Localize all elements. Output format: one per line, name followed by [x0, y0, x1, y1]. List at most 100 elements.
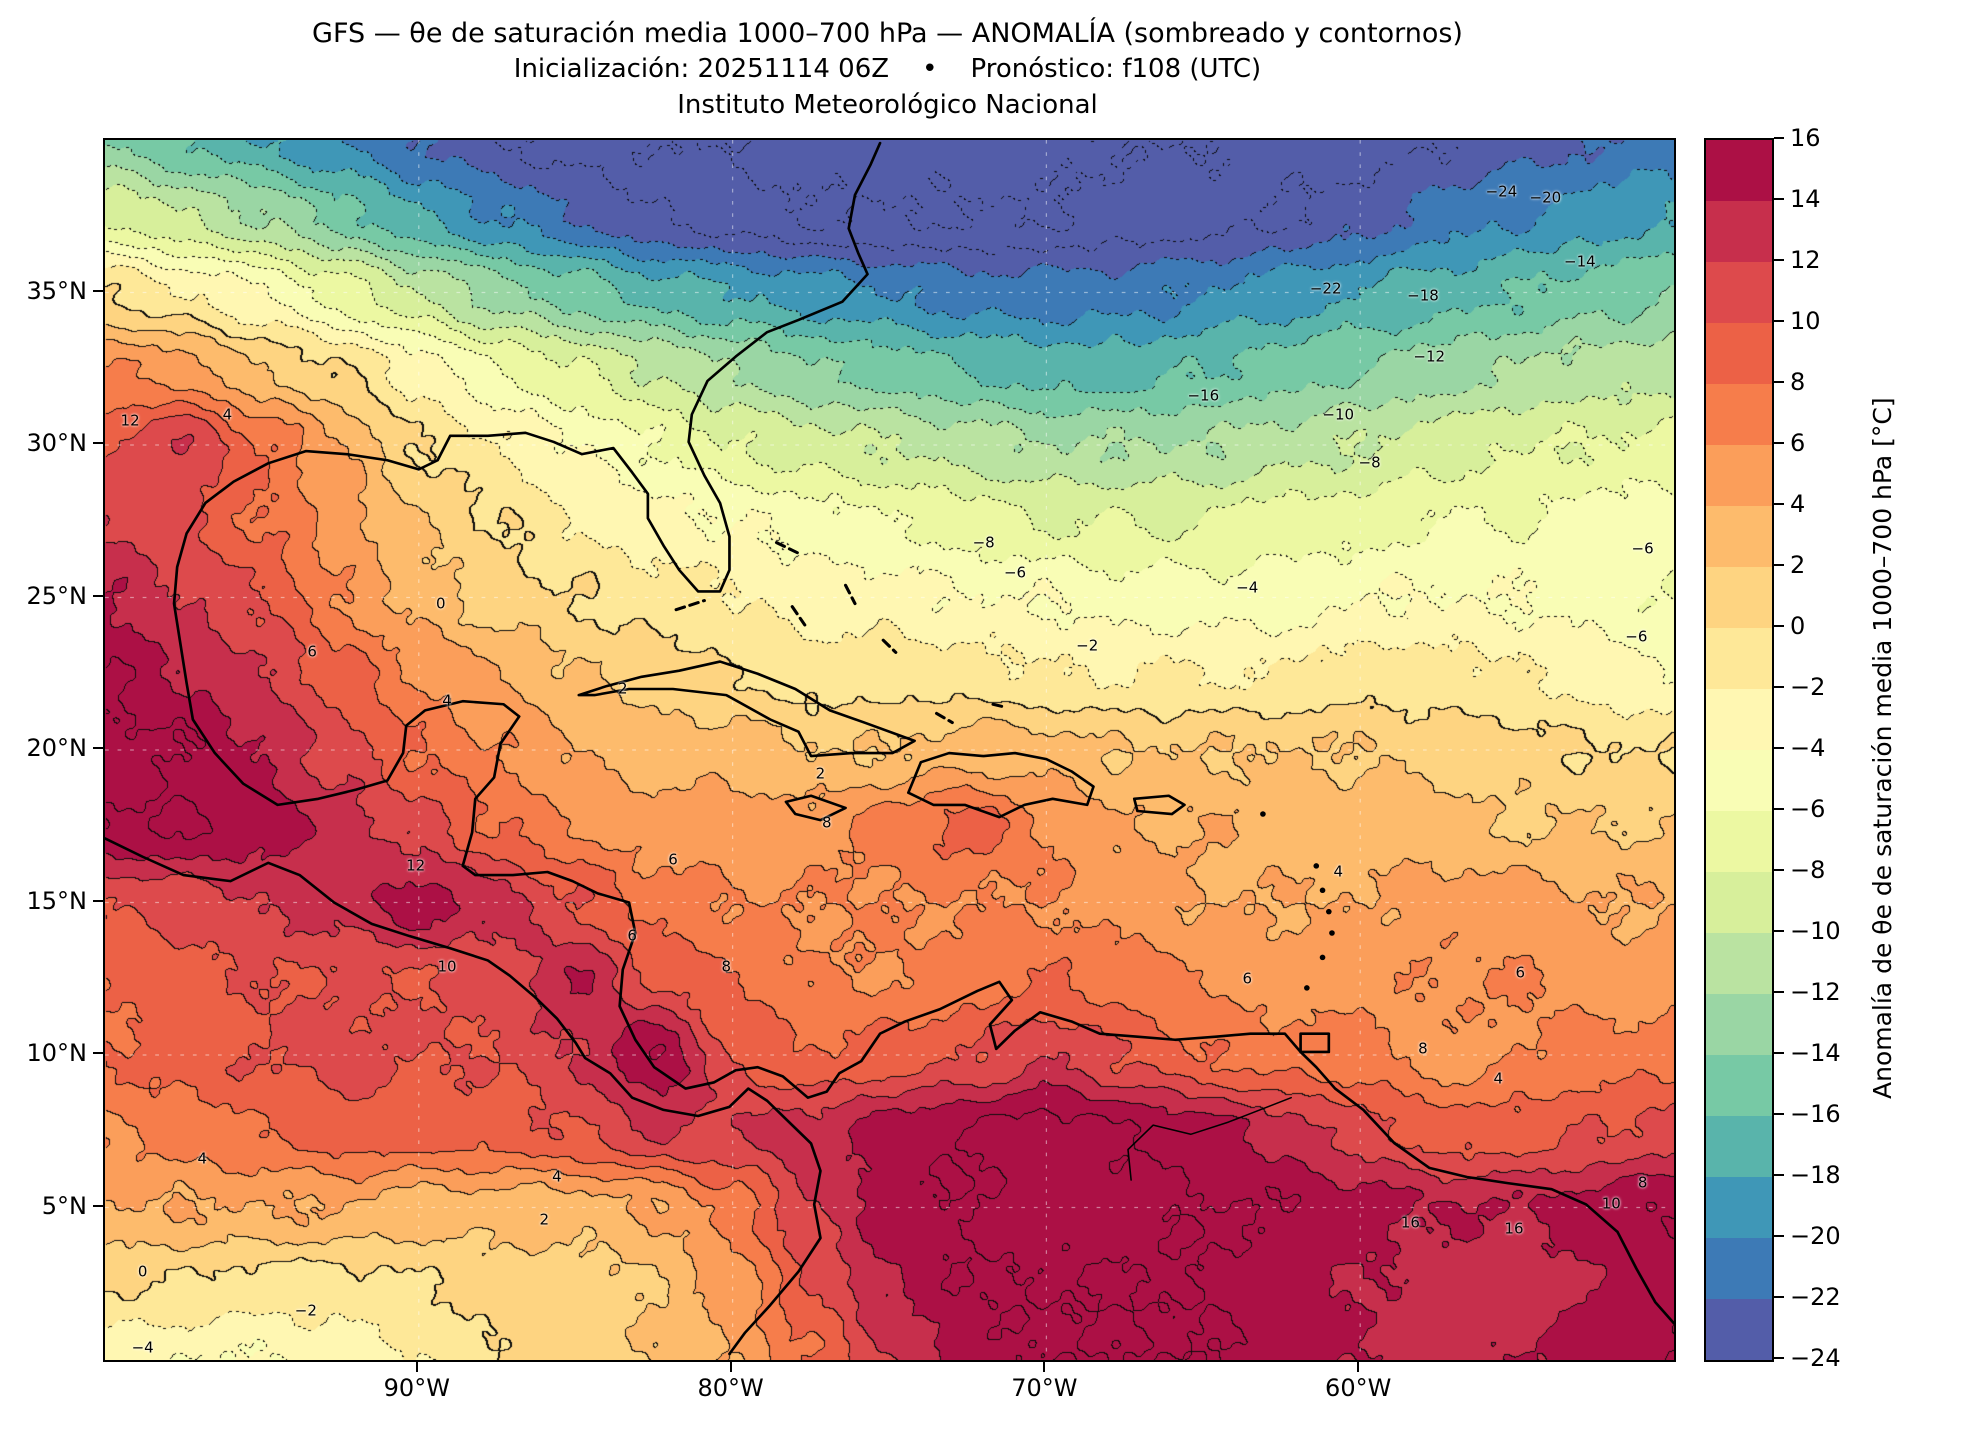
- colorbar-segment: [1706, 1177, 1772, 1238]
- contour-label: −14: [1564, 252, 1596, 271]
- colorbar-segment: [1706, 872, 1772, 933]
- contour-label: −18: [1407, 286, 1439, 305]
- contour-label: 8: [721, 957, 732, 976]
- colorbar-segment: [1706, 689, 1772, 750]
- contour-label: 6: [1242, 969, 1252, 988]
- contour-label: −8: [972, 533, 995, 552]
- colorbar-tick-mark: [1774, 259, 1784, 261]
- colorbar-segment: [1706, 933, 1772, 994]
- contour-label: 10: [1601, 1194, 1621, 1213]
- island-dot-lesser-antilles: [1319, 954, 1326, 961]
- contour-label: 2: [815, 764, 826, 783]
- colorbar-tick-mark: [1774, 1174, 1784, 1176]
- colorbar-tick-mark: [1774, 930, 1784, 932]
- colorbar-tick-mark: [1774, 686, 1784, 688]
- contour-label: −24: [1485, 182, 1518, 201]
- coastline-bahamas-segment: [774, 541, 804, 557]
- island-dot-lesser-antilles: [1319, 887, 1326, 894]
- colorbar-tick-label: 0: [1790, 612, 1806, 640]
- coastline-puerto-rico: [1132, 794, 1186, 816]
- lat-tick-mark: [93, 899, 103, 902]
- contour-label: 0: [137, 1262, 148, 1281]
- colorbar-segment: [1706, 1055, 1772, 1116]
- contour-label: −2: [1076, 636, 1099, 655]
- colorbar-tick-label: 10: [1790, 307, 1821, 335]
- lon-tick-label: 80°W: [697, 1374, 764, 1402]
- lon-tick-label: 90°W: [383, 1374, 450, 1402]
- colorbar-segment: [1706, 811, 1772, 872]
- lat-tick-label: 30°N: [26, 429, 88, 457]
- figure-institution: Instituto Meteorológico Nacional: [677, 90, 1098, 120]
- colorbar-tick-mark: [1774, 991, 1784, 993]
- island-dot-lesser-antilles: [1329, 930, 1335, 936]
- river-orinoco: [1127, 1096, 1292, 1181]
- contour-label: −4: [1236, 578, 1259, 597]
- colorbar-label: Anomalía de θe de saturación media 1000–…: [1868, 397, 1897, 1099]
- colorbar-tick-mark: [1774, 1357, 1784, 1359]
- colorbar-tick-label: −22: [1790, 1283, 1841, 1311]
- coastline-jamaica: [784, 794, 847, 822]
- contour-label: 16: [1400, 1213, 1420, 1232]
- colorbar-segment: [1706, 1299, 1772, 1360]
- colorbar-tick-label: −10: [1790, 917, 1841, 945]
- colorbar-tick-mark: [1774, 625, 1784, 627]
- colorbar-tick-label: 2: [1790, 551, 1806, 579]
- colorbar-tick-label: −24: [1790, 1344, 1841, 1372]
- contour-label: −6: [1631, 539, 1654, 558]
- colorbar: [1704, 138, 1774, 1362]
- lat-tick-mark: [93, 1052, 103, 1054]
- colorbar-tick-label: −16: [1790, 1100, 1841, 1128]
- colorbar-tick-label: −8: [1790, 856, 1826, 884]
- colorbar-tick-label: 8: [1790, 368, 1806, 396]
- colorbar-segment: [1706, 140, 1772, 201]
- colorbar-tick-mark: [1774, 381, 1784, 383]
- colorbar-tick-mark: [1774, 198, 1784, 200]
- colorbar-tick-mark: [1774, 869, 1784, 871]
- contour-label: −6: [1625, 627, 1648, 646]
- colorbar-segment: [1706, 994, 1772, 1055]
- colorbar-tick-label: 16: [1790, 124, 1821, 152]
- contour-label: 8: [821, 813, 832, 832]
- lat-tick-mark: [93, 289, 103, 292]
- lon-tick-label: 60°W: [1325, 1374, 1392, 1402]
- colorbar-tick-mark: [1774, 1296, 1784, 1298]
- contour-label: 12: [406, 856, 426, 875]
- contour-label: 6: [668, 850, 678, 869]
- colorbar-tick-label: −4: [1790, 734, 1826, 762]
- contour-label: 4: [552, 1167, 562, 1186]
- lon-tick-mark: [415, 1362, 418, 1372]
- contour-label: 4: [1493, 1069, 1504, 1088]
- colorbar-tick-label: 6: [1790, 429, 1806, 457]
- lon-tick-label: 70°W: [1011, 1374, 1078, 1402]
- colorbar-tick-mark: [1774, 137, 1784, 139]
- map-overlay: [105, 140, 1674, 1360]
- contour-label: −22: [1309, 279, 1342, 298]
- colorbar-segment: [1706, 628, 1772, 689]
- colorbar-segment: [1706, 201, 1772, 262]
- coastline-bahamas-segment: [991, 702, 1008, 709]
- colorbar-segment: [1706, 1238, 1772, 1299]
- contour-label: 4: [197, 1149, 208, 1168]
- colorbar-tick-label: −6: [1790, 795, 1826, 823]
- island-dot-lesser-antilles: [1260, 811, 1266, 817]
- contour-label: 4: [1333, 862, 1343, 881]
- colorbar-tick-label: 12: [1790, 246, 1821, 274]
- coastline-bahamas-segment: [881, 638, 898, 654]
- contour-label: −2: [294, 1301, 317, 1320]
- contour-label: 8: [1418, 1039, 1428, 1058]
- colorbar-segment: [1706, 750, 1772, 811]
- lat-tick-label: 10°N: [26, 1039, 88, 1067]
- colorbar-segment: [1706, 506, 1772, 567]
- colorbar-segment: [1706, 567, 1772, 628]
- contour-label: −4: [131, 1338, 154, 1357]
- colorbar-tick-label: −2: [1790, 673, 1826, 701]
- lat-tick-label: 5°N: [41, 1191, 87, 1220]
- coastline-pacific: [105, 837, 822, 1356]
- coastline-bahamas-segment: [843, 583, 857, 606]
- lat-tick-mark: [93, 1204, 103, 1207]
- contour-label: 16: [1504, 1219, 1524, 1238]
- coastline-cuba: [577, 660, 916, 758]
- contour-label: 2: [539, 1210, 550, 1229]
- lat-tick-label: 25°N: [26, 581, 88, 610]
- colorbar-tick-label: 14: [1790, 185, 1821, 213]
